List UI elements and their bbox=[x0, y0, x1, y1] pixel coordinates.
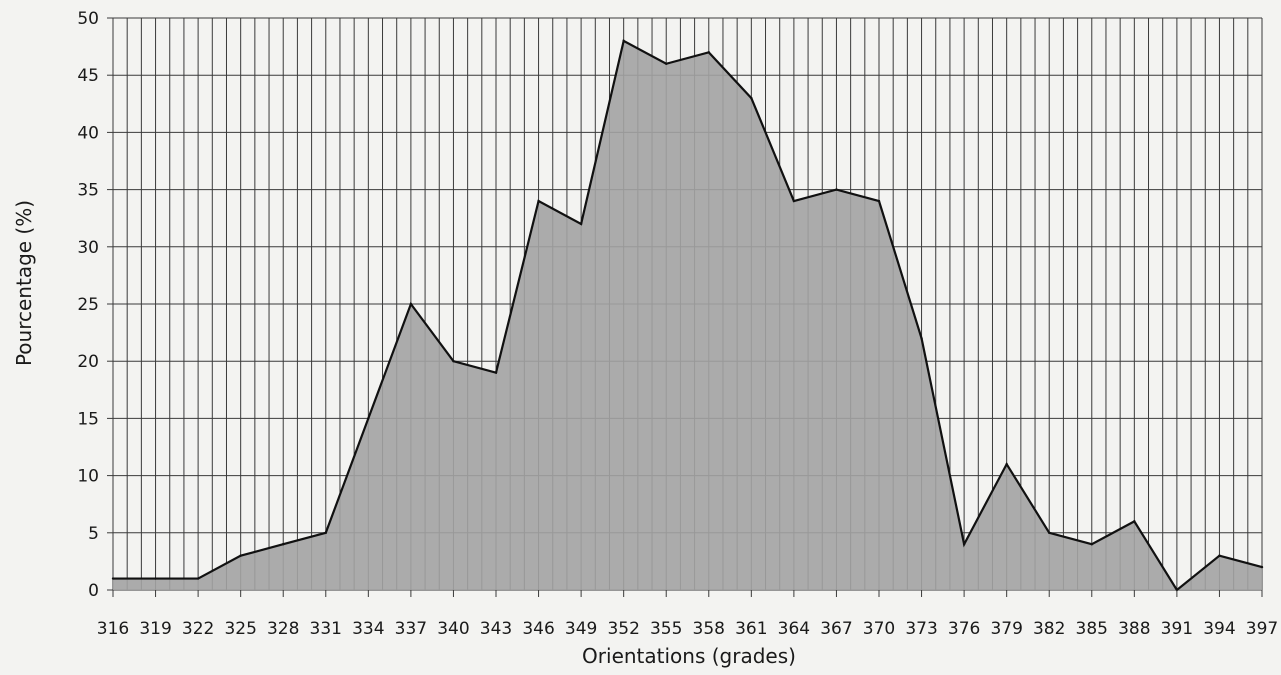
data-area-fill bbox=[113, 40, 1262, 590]
x-tick-label: 370 bbox=[863, 619, 895, 639]
data-point bbox=[1133, 520, 1136, 523]
x-tick-label: 394 bbox=[1203, 619, 1235, 639]
data-point bbox=[154, 577, 157, 580]
y-tick-label: 10 bbox=[77, 467, 99, 487]
x-tick-label: 319 bbox=[139, 619, 171, 639]
x-tick-label: 358 bbox=[693, 619, 725, 639]
data-points bbox=[111, 39, 1264, 592]
y-tick-label: 25 bbox=[77, 295, 99, 315]
data-point bbox=[579, 222, 583, 226]
y-tick-label: 30 bbox=[77, 238, 99, 258]
x-tick-label: 376 bbox=[948, 619, 980, 639]
y-tick-label: 20 bbox=[77, 352, 99, 372]
x-tick-label: 340 bbox=[437, 619, 469, 639]
data-point bbox=[1048, 531, 1051, 534]
x-tick-label: 331 bbox=[310, 619, 342, 639]
x-tick-label: 322 bbox=[182, 619, 214, 639]
x-tick-label: 334 bbox=[352, 619, 384, 639]
x-tick-label: 367 bbox=[820, 619, 852, 639]
x-tick-label: 352 bbox=[607, 619, 639, 639]
data-point bbox=[409, 302, 413, 306]
data-point bbox=[877, 199, 881, 203]
data-point bbox=[367, 417, 370, 420]
x-tick-label: 343 bbox=[480, 619, 512, 639]
x-tick-label: 379 bbox=[990, 619, 1022, 639]
y-tick-label: 5 bbox=[88, 524, 99, 544]
x-axis-label: Orientations (grades) bbox=[582, 644, 796, 668]
x-tick-label: 391 bbox=[1161, 619, 1193, 639]
data-point bbox=[920, 337, 923, 340]
x-tick-label: 316 bbox=[97, 619, 129, 639]
x-tick-label: 373 bbox=[905, 619, 937, 639]
x-tick-label: 364 bbox=[778, 619, 810, 639]
data-point bbox=[1090, 543, 1093, 546]
data-point bbox=[665, 62, 668, 65]
x-tick-label: 337 bbox=[395, 619, 427, 639]
data-point bbox=[750, 96, 753, 100]
data-point bbox=[196, 577, 200, 580]
x-tick-label: 382 bbox=[1033, 619, 1065, 639]
y-axis-ticks: 0 5 10 15 20 25 30 35 40 45 50 bbox=[77, 9, 113, 601]
data-point bbox=[1218, 554, 1221, 557]
data-point bbox=[1260, 565, 1264, 569]
data-point bbox=[324, 531, 327, 534]
data-point bbox=[452, 360, 455, 363]
x-tick-label: 355 bbox=[650, 619, 682, 639]
data-point bbox=[494, 371, 498, 374]
data-series-line bbox=[113, 39, 1263, 592]
data-point bbox=[282, 543, 285, 546]
y-tick-label: 45 bbox=[77, 66, 99, 86]
y-tick-label: 50 bbox=[77, 9, 99, 29]
x-tick-label: 361 bbox=[735, 619, 767, 639]
y-tick-label: 0 bbox=[88, 581, 99, 601]
data-point bbox=[239, 554, 242, 557]
x-tick-label: 325 bbox=[224, 619, 256, 639]
data-point bbox=[111, 577, 115, 580]
data-point bbox=[537, 199, 540, 203]
x-tick-label: 328 bbox=[267, 619, 299, 639]
data-point bbox=[1005, 462, 1008, 466]
data-point bbox=[622, 39, 625, 43]
x-tick-label: 397 bbox=[1246, 619, 1278, 639]
y-tick-label: 35 bbox=[77, 181, 99, 201]
data-point bbox=[792, 199, 796, 203]
x-tick-label: 385 bbox=[1076, 619, 1108, 639]
x-tick-label: 349 bbox=[565, 619, 597, 639]
y-tick-label: 15 bbox=[77, 409, 99, 429]
x-tick-label: 346 bbox=[522, 619, 554, 639]
data-point bbox=[962, 543, 966, 546]
data-point bbox=[707, 51, 710, 54]
y-tick-label: 40 bbox=[77, 123, 99, 143]
x-axis-ticks: 316 319 322 325 328 331 334 337 340 343 346 349 352 3… bbox=[97, 590, 1278, 639]
y-axis-label: Pourcentage (%) bbox=[12, 200, 36, 366]
x-tick-label: 388 bbox=[1118, 619, 1150, 639]
data-point bbox=[835, 188, 838, 191]
